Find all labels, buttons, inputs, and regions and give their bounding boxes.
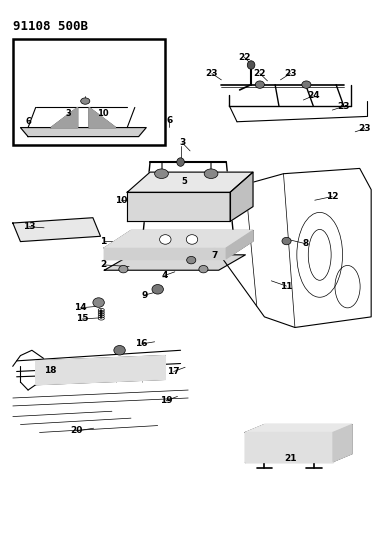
Text: 91108 500B: 91108 500B <box>13 20 88 33</box>
Ellipse shape <box>247 61 255 69</box>
Text: 11: 11 <box>280 281 293 290</box>
Text: 6: 6 <box>166 116 172 125</box>
Polygon shape <box>13 217 101 241</box>
Text: 10: 10 <box>115 196 127 205</box>
Text: 22: 22 <box>238 53 250 62</box>
Text: 7: 7 <box>211 251 217 260</box>
Ellipse shape <box>282 237 291 245</box>
Text: 10: 10 <box>97 109 108 118</box>
Polygon shape <box>226 230 253 259</box>
Ellipse shape <box>81 98 90 104</box>
Text: 9: 9 <box>141 290 147 300</box>
Text: 4: 4 <box>161 271 168 280</box>
Text: 23: 23 <box>358 124 371 133</box>
Bar <box>13 38 166 144</box>
Polygon shape <box>127 172 253 192</box>
Ellipse shape <box>187 256 196 264</box>
Polygon shape <box>89 108 116 127</box>
Text: 17: 17 <box>167 367 180 376</box>
Polygon shape <box>104 230 253 248</box>
Polygon shape <box>51 108 78 127</box>
Text: 3: 3 <box>65 109 71 118</box>
Text: 15: 15 <box>76 314 88 324</box>
Ellipse shape <box>302 81 311 88</box>
Ellipse shape <box>114 345 125 355</box>
Text: 12: 12 <box>326 192 339 201</box>
Text: 23: 23 <box>205 69 218 78</box>
Text: 20: 20 <box>71 426 83 435</box>
Ellipse shape <box>177 158 184 166</box>
Polygon shape <box>245 424 352 432</box>
Text: 2: 2 <box>101 261 107 269</box>
Ellipse shape <box>255 81 265 88</box>
Ellipse shape <box>155 169 168 179</box>
Text: 1: 1 <box>101 237 107 246</box>
Ellipse shape <box>186 235 198 244</box>
Polygon shape <box>20 127 146 136</box>
Polygon shape <box>333 424 352 462</box>
Ellipse shape <box>199 265 208 273</box>
Ellipse shape <box>93 298 104 308</box>
Polygon shape <box>104 248 226 259</box>
Text: 5: 5 <box>181 177 187 186</box>
Polygon shape <box>36 356 166 385</box>
Text: 18: 18 <box>44 367 56 375</box>
Text: 14: 14 <box>74 303 87 312</box>
Text: 8: 8 <box>303 239 309 248</box>
Text: 21: 21 <box>284 455 296 464</box>
Text: 3: 3 <box>179 139 185 148</box>
Text: 23: 23 <box>284 69 296 78</box>
Text: 13: 13 <box>23 222 35 231</box>
Ellipse shape <box>160 235 171 244</box>
Polygon shape <box>245 432 333 462</box>
Polygon shape <box>104 255 245 270</box>
Text: 24: 24 <box>307 91 319 100</box>
Ellipse shape <box>152 285 164 294</box>
Text: 6: 6 <box>26 117 32 126</box>
Text: 16: 16 <box>136 340 148 349</box>
Polygon shape <box>127 192 230 221</box>
Ellipse shape <box>204 169 218 179</box>
Ellipse shape <box>119 265 128 273</box>
Text: 22: 22 <box>253 69 266 78</box>
Text: 19: 19 <box>160 396 172 405</box>
Text: 23: 23 <box>338 102 350 111</box>
Polygon shape <box>230 172 253 221</box>
